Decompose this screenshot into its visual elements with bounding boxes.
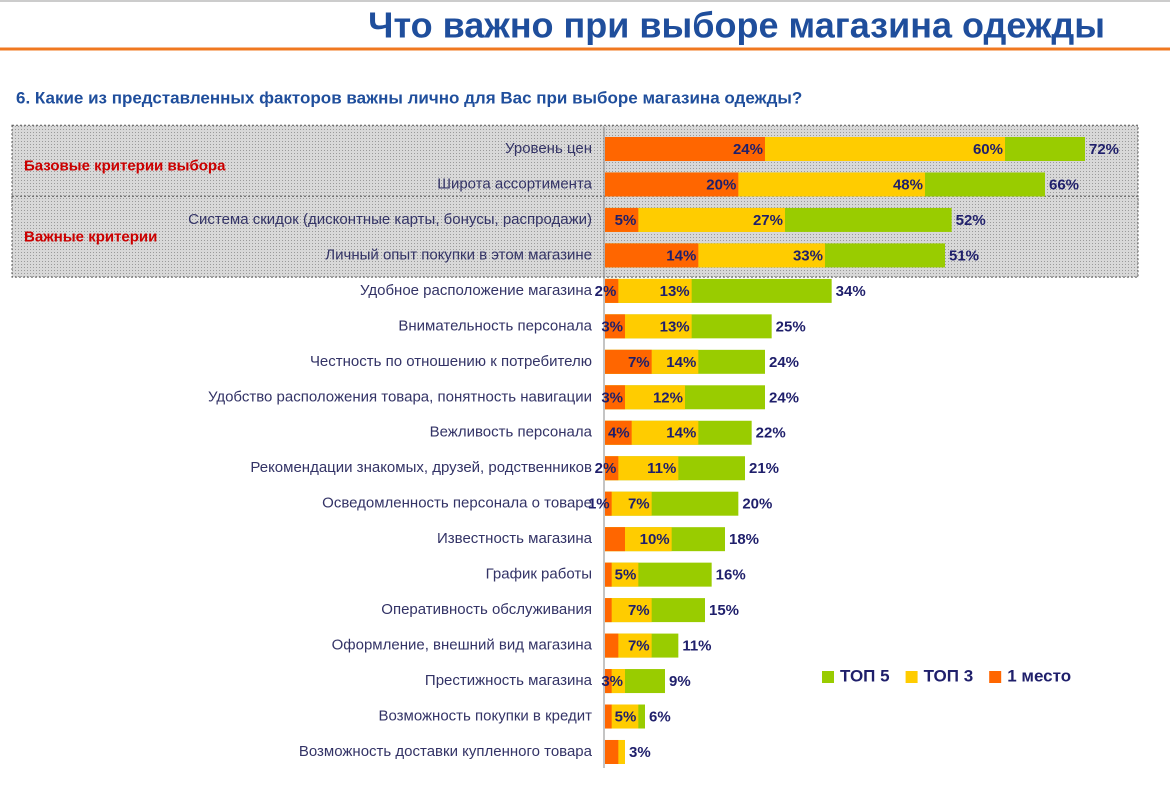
value-label: 4% (608, 425, 630, 442)
bar (605, 633, 619, 658)
bar (605, 349, 652, 374)
category-label: Широта ассортимента (437, 175, 592, 192)
bar (605, 278, 692, 303)
category-label: Личный опыт покупки в этом магазине (325, 246, 592, 263)
value-label: 34% (836, 283, 866, 300)
value-label: 22% (756, 425, 786, 442)
bar (605, 669, 612, 694)
group-box (11, 195, 1139, 278)
bar (605, 562, 612, 587)
value-label: 1% (588, 496, 610, 513)
bar (605, 598, 652, 623)
value-label: 7% (628, 638, 650, 655)
value-label: 33% (793, 247, 823, 264)
value-label: 7% (628, 602, 650, 619)
category-label: Вежливость персонала (430, 424, 593, 441)
bar (605, 207, 639, 232)
bar (605, 598, 612, 623)
value-label: 18% (729, 531, 759, 548)
category-label: Честность по отношению к потребителю (310, 353, 592, 370)
value-label: 3% (601, 318, 623, 335)
value-label: 20% (706, 176, 736, 193)
value-label: 10% (640, 531, 670, 548)
category-label: Уровень цен (505, 140, 592, 157)
value-label: 5% (615, 567, 637, 584)
bar (605, 456, 619, 481)
value-label: 6% (649, 708, 671, 725)
value-label: 14% (666, 354, 696, 371)
category-label: Осведомленность персонала о товаре (322, 495, 592, 512)
value-label: 12% (653, 389, 683, 406)
chart-title: Что важно при выборе магазина одежды (368, 5, 1105, 46)
value-label: 2% (595, 460, 617, 477)
value-label: 16% (716, 567, 746, 584)
category-label: Удобное расположение магазина (360, 282, 593, 299)
category-label: Известность магазина (437, 530, 593, 547)
legend-label: ТОП 3 (924, 666, 974, 685)
value-label: 52% (956, 212, 986, 229)
category-label: Система скидок (дисконтные карты, бонусы… (188, 211, 592, 228)
bar (605, 527, 625, 552)
value-label: 66% (1049, 176, 1079, 193)
value-label: 48% (893, 176, 923, 193)
value-label: 13% (660, 283, 690, 300)
group-label: Важные критерии (24, 229, 157, 246)
value-label: 24% (769, 354, 799, 371)
value-label: 15% (709, 602, 739, 619)
value-label: 25% (776, 318, 806, 335)
value-label: 3% (629, 744, 651, 761)
bar (605, 314, 625, 339)
category-label: Оформление, внешний вид магазина (332, 637, 593, 654)
value-label: 5% (615, 708, 637, 725)
category-label: График работы (486, 566, 592, 583)
bar (605, 491, 612, 516)
category-label: Удобство расположения товара, понятность… (208, 388, 592, 405)
value-label: 9% (669, 673, 691, 690)
bar (605, 172, 739, 197)
bar (605, 137, 765, 161)
value-label: 3% (601, 673, 623, 690)
legend-swatch (989, 671, 1002, 683)
value-label: 11% (647, 460, 676, 477)
legend-label: ТОП 5 (840, 666, 890, 685)
value-label: 3% (601, 389, 623, 406)
legend-swatch (905, 671, 918, 683)
value-label: 24% (769, 389, 799, 406)
value-label: 27% (753, 212, 783, 229)
bar (605, 243, 699, 268)
value-label: 5% (615, 212, 637, 229)
value-label: 51% (949, 247, 979, 264)
value-label: 11% (682, 638, 711, 655)
bar (605, 385, 625, 410)
category-label: Престижность магазина (425, 672, 593, 689)
value-label: 7% (628, 354, 650, 371)
bar (605, 491, 652, 516)
category-label: Внимательность персонала (398, 317, 592, 334)
value-label: 7% (628, 496, 650, 513)
value-label: 14% (666, 247, 696, 264)
category-label: Рекомендации знакомых, друзей, родственн… (250, 459, 592, 476)
category-label: Оперативность обслуживания (381, 601, 592, 618)
value-label: 2% (595, 283, 617, 300)
value-label: 14% (666, 425, 696, 442)
value-label: 72% (1089, 141, 1119, 158)
value-label: 13% (660, 318, 690, 335)
value-label: 24% (733, 141, 763, 158)
bar (605, 739, 619, 764)
value-label: 21% (749, 460, 779, 477)
legend-label: 1 место (1007, 666, 1071, 685)
value-label: 20% (742, 496, 772, 513)
bar (605, 278, 619, 303)
value-label: 60% (973, 141, 1003, 158)
category-label: Возможность покупки в кредит (378, 707, 592, 724)
bar (605, 704, 612, 729)
group-label: Базовые критерии выбора (24, 158, 226, 175)
category-label: Возможность доставки купленного товара (299, 743, 593, 760)
subtitle: 6. Какие из представленных факторов важн… (16, 88, 802, 107)
bar (605, 420, 632, 445)
legend-swatch (822, 671, 834, 683)
